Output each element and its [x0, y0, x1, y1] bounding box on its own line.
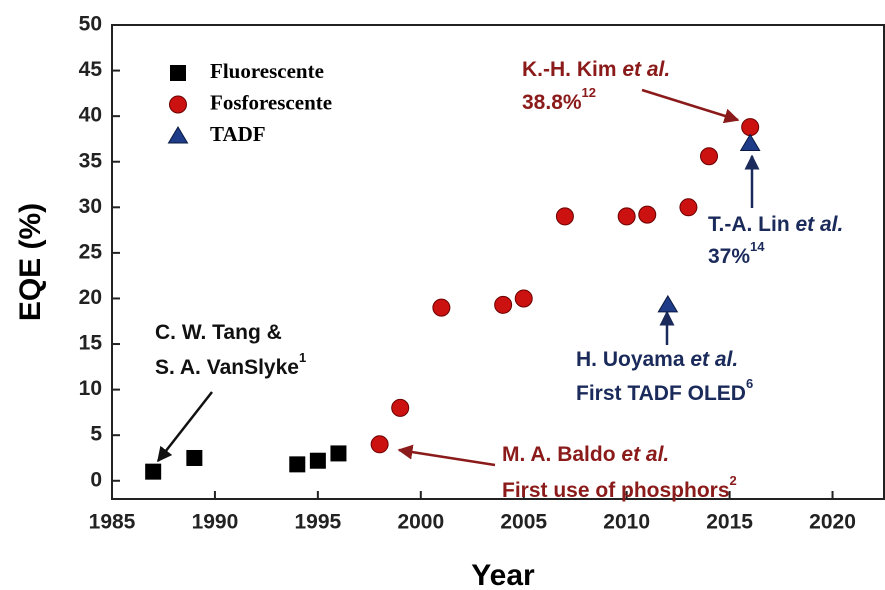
y-tick-label: 20 [79, 286, 102, 309]
annotation-text: et al. [621, 443, 669, 466]
y-tick-label: 15 [79, 332, 103, 355]
point [617, 207, 636, 226]
annotation: First use of phosphors2 [502, 473, 737, 501]
annotation: H. Uoyama et al. [576, 348, 738, 371]
x-tick-label: 1985 [89, 511, 136, 534]
plot-frame [111, 24, 885, 500]
annotation-text: 14 [750, 239, 765, 254]
point [186, 449, 203, 466]
y-tick-label: 0 [90, 468, 102, 491]
x-tick-label: 2000 [397, 511, 444, 534]
annotation-text: T.-A. Lin [708, 213, 796, 236]
point [289, 456, 306, 473]
x-tick-label: 1990 [192, 511, 239, 534]
annotation-text: C. W. Tang & [155, 321, 282, 344]
point [741, 118, 760, 137]
annotation-text: K.-H. Kim [522, 58, 622, 81]
point [494, 295, 513, 314]
annotation: 37%14 [708, 239, 765, 267]
y-tick-label: 5 [90, 423, 102, 446]
legend-marker [167, 126, 189, 144]
y-tick-label: 50 [79, 13, 102, 36]
arrow [157, 391, 213, 463]
point [309, 452, 326, 469]
legend-label: Fluorescente [210, 59, 324, 83]
point [555, 207, 574, 226]
point [370, 435, 389, 454]
y-tick-label: 35 [79, 149, 103, 172]
annotation-text: First use of phosphors [502, 479, 730, 502]
x-tick-label: 1995 [295, 511, 342, 534]
annotation-text: et al. [622, 58, 670, 81]
point [145, 463, 162, 480]
annotation: C. W. Tang & [155, 321, 282, 344]
point [700, 147, 719, 166]
legend-marker [170, 65, 186, 81]
arrow [397, 444, 496, 467]
point [657, 294, 679, 313]
annotation: M. A. Baldo et al. [502, 443, 669, 466]
point [432, 298, 451, 317]
annotation-text: et al. [690, 348, 738, 371]
legend-label: TADF [210, 122, 266, 146]
y-tick-label: 45 [79, 58, 103, 81]
point [638, 205, 657, 224]
annotation-text: 2 [730, 473, 737, 488]
annotation-text: H. Uoyama [576, 348, 690, 371]
point [679, 198, 698, 217]
annotation-text: M. A. Baldo [502, 443, 621, 466]
y-tick-label: 40 [79, 104, 102, 127]
point [739, 133, 761, 151]
y-tick-label: 30 [79, 195, 102, 218]
x-tick-label: 2015 [706, 511, 753, 534]
annotation: S. A. VanSlyke1 [155, 350, 306, 378]
legend-marker [169, 95, 187, 114]
y-tick-label: 10 [79, 377, 102, 400]
annotation: 38.8%12 [522, 85, 596, 113]
x-tick-label: 2020 [809, 511, 856, 534]
arrow [641, 88, 740, 124]
point [391, 398, 410, 417]
annotation-text: 6 [746, 376, 753, 391]
y-axis-label: EQE (%) [14, 203, 47, 321]
legend-label: Fosforescente [210, 90, 332, 114]
annotation-text: S. A. VanSlyke [155, 356, 299, 379]
x-axis-label: Year [471, 559, 535, 590]
annotation: K.-H. Kim et al. [522, 58, 670, 81]
annotation-text: 37% [708, 245, 750, 268]
x-tick-label: 2005 [500, 511, 547, 534]
annotation: T.-A. Lin et al. [708, 213, 843, 236]
y-tick-label: 25 [79, 240, 103, 263]
annotation-text: et al. [796, 213, 844, 236]
annotation-text: 1 [299, 350, 306, 365]
annotation-text: 38.8% [522, 91, 582, 114]
annotation-text: First TADF OLED [576, 382, 746, 405]
annotation-text: 12 [582, 85, 596, 100]
x-tick-label: 2010 [603, 511, 650, 534]
point [330, 445, 347, 462]
annotation: First TADF OLED6 [576, 376, 753, 404]
point [514, 289, 533, 308]
